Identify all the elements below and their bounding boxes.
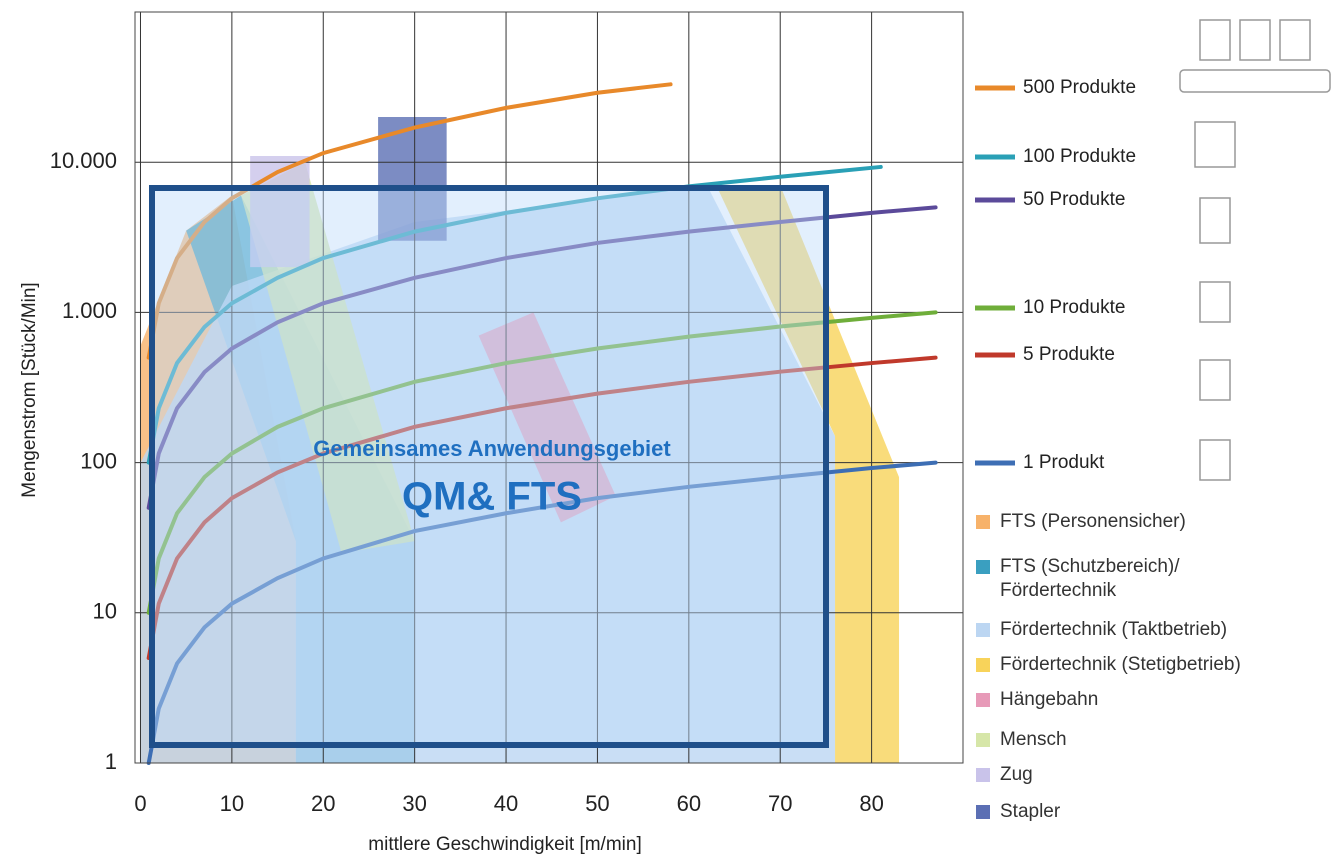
legend-label: Fördertechnik (Stetigbetrieb)	[1000, 653, 1241, 677]
chart: Gemeinsames Anwendungsgebiet QM& FTS mit…	[0, 0, 1334, 861]
x-tick-label: 30	[402, 791, 426, 816]
legend-label: Zug	[1000, 763, 1033, 787]
legend-label: FTS (Schutzbereich)/ Fördertechnik	[1000, 555, 1180, 603]
legend-label: Fördertechnik (Taktbetrieb)	[1000, 618, 1227, 642]
legend-label: FTS (Personensicher)	[1000, 510, 1186, 534]
x-tick-label: 70	[768, 791, 792, 816]
x-tick-label: 20	[311, 791, 335, 816]
legend-label: 100 Produkte	[1023, 146, 1136, 167]
legend-swatch	[976, 560, 990, 574]
y-tick-label: 10	[93, 599, 117, 624]
annotation: Gemeinsames Anwendungsgebiet	[313, 436, 671, 461]
x-tick-label: 10	[220, 791, 244, 816]
y-tick-label: 1	[105, 749, 117, 774]
x-tick-label: 40	[494, 791, 518, 816]
legend-label: 500 Produkte	[1023, 77, 1136, 98]
legend-swatch	[976, 733, 990, 747]
legend-label: Hängebahn	[1000, 688, 1098, 712]
x-tick-label: 50	[585, 791, 609, 816]
legend-label: 1 Produkt	[1023, 452, 1105, 473]
legend-label: 5 Produkte	[1023, 344, 1115, 365]
legend-swatch	[976, 805, 990, 819]
legend-swatch	[976, 693, 990, 707]
highlight-box	[152, 188, 826, 745]
legend-label: 50 Produkte	[1023, 189, 1125, 210]
x-axis-label: mittlere Geschwindigkeit [m/min]	[368, 834, 641, 855]
annotation: QM& FTS	[402, 475, 582, 519]
y-tick-label: 100	[80, 448, 117, 473]
legend-swatch	[976, 623, 990, 637]
legend-label: Mensch	[1000, 728, 1067, 752]
x-tick-label: 0	[134, 791, 146, 816]
legend-swatch	[976, 515, 990, 529]
legend-label: Stapler	[1000, 800, 1060, 824]
x-tick-label: 60	[677, 791, 701, 816]
y-tick-label: 10.000	[50, 148, 117, 173]
x-tick-label: 80	[859, 791, 883, 816]
page: {"chart_data": {"type": "line", "y_scale…	[0, 0, 1334, 861]
y-tick-label: 1.000	[62, 298, 117, 323]
legend-label: 10 Produkte	[1023, 297, 1125, 318]
icons	[1180, 20, 1330, 480]
legend-swatch	[976, 658, 990, 672]
y-axis-label: Mengenstrom [Stück/Min]	[19, 282, 40, 497]
legend-swatch	[976, 768, 990, 782]
